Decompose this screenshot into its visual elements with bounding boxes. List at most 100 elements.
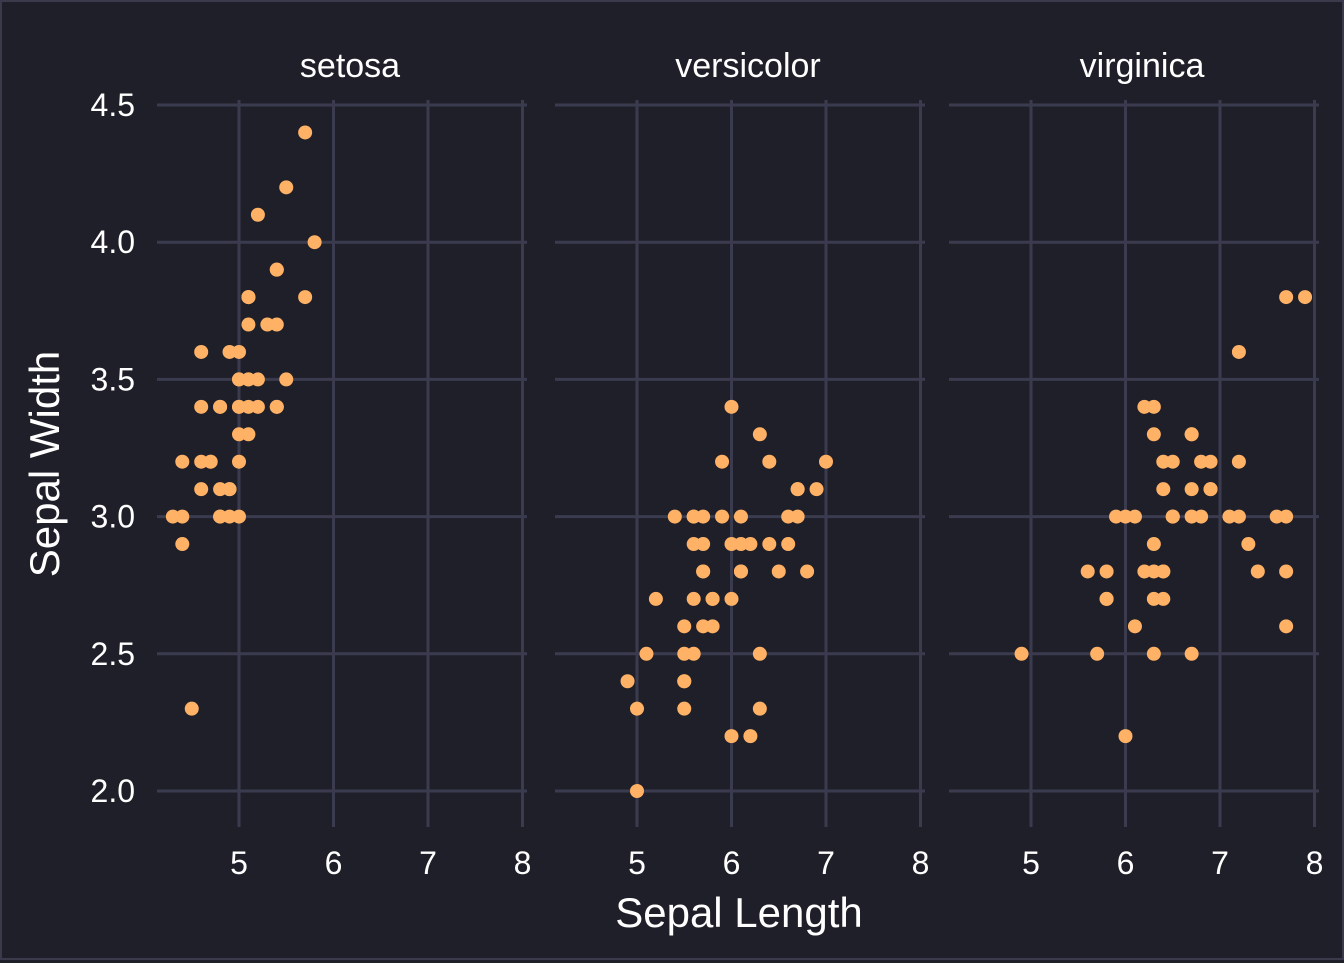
data-point: [696, 537, 711, 552]
data-point: [1127, 619, 1142, 634]
data-point: [232, 372, 246, 387]
data-point: [175, 454, 190, 469]
data-point: [1080, 564, 1095, 579]
data-point: [1137, 399, 1152, 414]
data-point: [781, 537, 796, 552]
data-point: [630, 701, 644, 716]
data-point: [213, 399, 228, 414]
data-point: [1279, 290, 1294, 305]
data-point: [184, 701, 199, 716]
x-tick-label: 5: [230, 845, 248, 881]
data-point: [639, 646, 654, 661]
data-point: [232, 509, 246, 524]
data-point: [241, 317, 256, 332]
data-point: [241, 399, 256, 414]
data-point: [260, 317, 275, 332]
y-tick-label: 3.0: [91, 499, 135, 535]
data-point: [1099, 564, 1114, 579]
x-tick-label: 5: [628, 845, 646, 881]
data-point: [1241, 537, 1256, 552]
data-point: [1090, 646, 1105, 661]
data-point: [307, 235, 322, 250]
data-point: [715, 509, 730, 524]
data-point: [1156, 454, 1171, 469]
y-axis: 2.0 2.5 3.0 3.5 4.0 4.5: [91, 87, 135, 809]
x-tick-label: 6: [325, 845, 343, 881]
data-point: [279, 372, 294, 387]
x-axis-title: Sepal Length: [615, 889, 863, 936]
data-point: [677, 646, 692, 661]
data-point: [762, 537, 777, 552]
data-point: [1099, 591, 1114, 606]
data-point: [790, 482, 805, 497]
data-point: [1231, 454, 1246, 469]
y-tick-label: 4.0: [91, 224, 135, 260]
data-point: [1298, 290, 1313, 305]
facet-panel-setosa: setosa 5 6 7 8: [157, 47, 531, 881]
data-point: [194, 344, 209, 359]
data-point: [790, 509, 805, 524]
data-point: [222, 344, 237, 359]
y-axis-title: Sepal Width: [21, 351, 68, 577]
data-point: [1194, 454, 1209, 469]
data-point: [1118, 729, 1133, 744]
data-point: [1109, 509, 1124, 524]
data-point: [1156, 482, 1171, 497]
data-point: [1146, 564, 1161, 579]
data-point: [1146, 427, 1161, 442]
data-point: [232, 427, 246, 442]
data-point: [222, 482, 237, 497]
data-point: [1279, 509, 1294, 524]
x-tick-label: 7: [419, 845, 437, 881]
data-point: [175, 509, 190, 524]
y-tick-label: 3.5: [91, 361, 135, 397]
data-point: [175, 537, 190, 552]
facet-panel-versicolor: versicolor 5 6 7 8: [555, 47, 929, 881]
x-tick-label: 6: [1117, 845, 1135, 881]
data-point: [724, 399, 739, 414]
data-point: [1184, 509, 1199, 524]
data-point: [250, 207, 265, 222]
data-point: [1231, 509, 1246, 524]
data-point: [705, 591, 720, 606]
x-tick-label: 8: [912, 845, 930, 881]
data-point: [809, 482, 824, 497]
data-point: [733, 509, 748, 524]
data-point: [686, 591, 701, 606]
data-point: [1184, 646, 1199, 661]
data-point: [724, 729, 739, 744]
data-point: [1279, 564, 1294, 579]
data-point: [752, 646, 767, 661]
y-tick-label: 2.5: [91, 636, 135, 672]
data-point: [752, 427, 767, 442]
data-point: [630, 784, 644, 798]
facet-label: setosa: [300, 47, 400, 85]
data-point: [696, 564, 711, 579]
data-point: [743, 729, 758, 744]
data-point: [648, 591, 663, 606]
data-point: [1184, 482, 1199, 497]
data-point: [677, 619, 692, 634]
data-point: [724, 537, 739, 552]
data-point: [696, 509, 711, 524]
data-point: [241, 290, 256, 305]
data-point: [232, 454, 246, 469]
data-point: [724, 591, 739, 606]
data-point: [1165, 509, 1180, 524]
data-point: [269, 262, 284, 277]
data-point: [1146, 591, 1161, 606]
data-point: [771, 564, 786, 579]
data-point: [1014, 646, 1029, 661]
data-point: [1231, 344, 1246, 359]
data-point: [1250, 564, 1265, 579]
data-point: [677, 674, 692, 689]
data-point: [715, 454, 730, 469]
data-point: [705, 619, 720, 634]
data-point: [819, 454, 833, 469]
data-point: [279, 180, 294, 195]
facet-label: versicolor: [675, 47, 820, 85]
data-point: [194, 454, 209, 469]
data-point: [667, 509, 682, 524]
